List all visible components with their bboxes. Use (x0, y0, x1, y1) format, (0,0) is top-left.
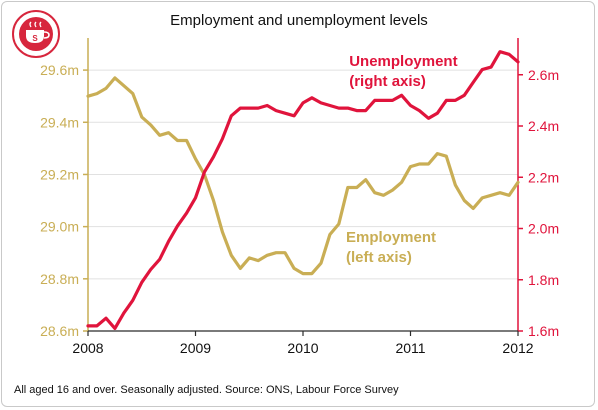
gridlines (88, 69, 518, 280)
x-tick-label: 2008 (72, 340, 103, 356)
x-tick-label: 2009 (180, 340, 211, 356)
series-label-unemployment: Unemployment (349, 53, 457, 70)
chart-title: Employment and unemployment levels (170, 12, 428, 29)
series-label-employment: Employment (346, 229, 436, 246)
left-tick-label: 29.6m (40, 62, 79, 78)
left-tick-label: 29.2m (40, 166, 79, 182)
right-tick-label: 2.0m (528, 221, 559, 237)
left-tick-label: 29.0m (40, 219, 79, 235)
left-tick-label: 28.6m (40, 323, 79, 339)
series-labels: Employment (left axis) Unemployment (right … (346, 53, 458, 266)
x-tick-label: 2012 (502, 340, 533, 356)
right-tick-label: 1.8m (528, 272, 559, 288)
left-tick-label: 29.4m (40, 114, 79, 130)
series-line-employment (86, 76, 520, 276)
left-tick-label: 28.8m (40, 271, 79, 287)
coffee-cup-logo-icon: S (12, 10, 60, 58)
x-tick-label: 2011 (395, 340, 425, 356)
right-tick-label: 2.4m (528, 118, 559, 134)
x-tick-label: 2010 (287, 340, 318, 356)
series-lines (86, 50, 520, 330)
axes: 28.6m 28.8m 29.0m 29.2m 29.4m 29.6m 1.6m 1.8m 2.… (40, 38, 559, 356)
series-line-unemployment (86, 50, 520, 330)
source-note: All aged 16 and over. Seasonally adjuste… (14, 384, 399, 396)
series-label-employment: (left axis) (346, 249, 412, 266)
right-tick-label: 2.2m (528, 169, 559, 185)
right-tick-label: 2.6m (528, 67, 559, 83)
series-label-unemployment: (right axis) (349, 73, 426, 90)
svg-text:S: S (32, 34, 38, 43)
right-tick-label: 1.6m (528, 323, 559, 339)
